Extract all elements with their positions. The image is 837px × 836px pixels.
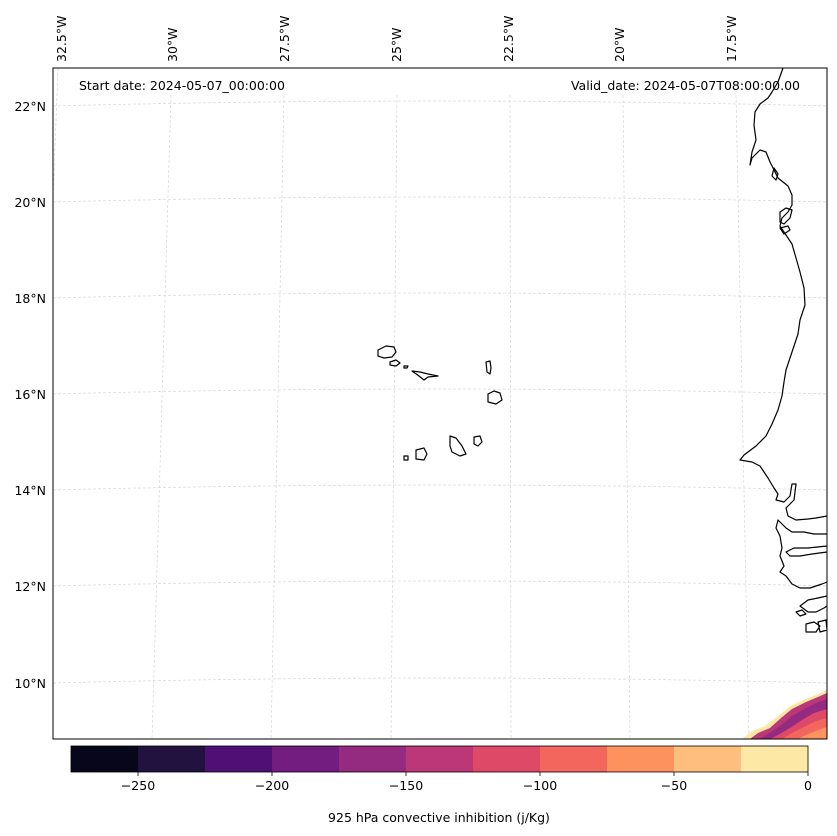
island-sal — [485, 360, 492, 375]
island-sao-vicente — [389, 359, 401, 367]
meridian-17-5w — [735, 94, 750, 740]
parallel-10n — [52, 677, 828, 684]
meridian-27-5w — [270, 94, 285, 740]
island-santa-luzia — [403, 365, 409, 369]
lat-label-18n: 18°N — [14, 291, 46, 306]
colorbar-bin — [741, 746, 809, 772]
lon-label-25w: 25°W — [389, 27, 404, 62]
colorbar-bin — [406, 746, 474, 772]
island-maio — [473, 435, 483, 447]
coastline-bird-islands — [779, 207, 793, 235]
coastlines — [739, 67, 828, 633]
cape-verde-islands — [377, 345, 503, 461]
lat-label-22n: 22°N — [14, 99, 46, 114]
map-panel — [52, 67, 828, 740]
meridian-32-5w — [52, 67, 59, 201]
colorbar-bin — [339, 746, 407, 772]
graticule — [52, 67, 828, 740]
meridian-22-5w — [509, 94, 512, 740]
meridian-20w — [622, 94, 631, 740]
colorbar-label: 925 hPa convective inhibition (j/Kg) — [328, 810, 550, 825]
lon-labels: 32.5°W 30°W 27.5°W 25°W 22.5°W 20°W 17.5… — [54, 16, 739, 62]
lon-label-20w: 20°W — [612, 27, 627, 62]
colorbar-bin — [540, 746, 608, 772]
colorbar-tick-label: 0 — [804, 778, 812, 793]
coastline-guinea — [799, 595, 828, 613]
coastline-gambia — [785, 545, 828, 557]
parallel-18n — [52, 292, 828, 299]
coastline-africa-south — [775, 519, 828, 589]
colorbar-ticks: −250 −200 −150 −100 −50 0 — [121, 772, 812, 793]
island-brava — [403, 455, 409, 461]
colorbar-bin — [272, 746, 340, 772]
meridian-30w — [151, 94, 172, 740]
island-santiago — [449, 435, 467, 457]
lat-labels: 22°N 20°N 18°N 16°N 14°N 12°N 10°N — [14, 99, 46, 691]
lon-label-22-5w: 22.5°W — [501, 16, 516, 62]
start-date-label: Start date: 2024-05-07_00:00:00 — [79, 78, 285, 93]
lat-label-16n: 16°N — [14, 387, 46, 402]
lon-label-27-5w: 27.5°W — [277, 16, 292, 62]
island-santo-antao — [377, 345, 397, 359]
lon-label-17-5w: 17.5°W — [724, 16, 739, 62]
island-fogo — [415, 447, 428, 461]
colorbar-tick-label: −250 — [121, 778, 155, 793]
coastline-bijagos — [795, 609, 807, 617]
parallel-20n — [52, 196, 828, 203]
colorbar-tick-label: −50 — [661, 778, 687, 793]
colorbar-bin — [607, 746, 675, 772]
lat-label-12n: 12°N — [14, 579, 46, 594]
island-boa-vista — [487, 390, 503, 405]
cin-contour-fill — [742, 690, 827, 739]
cin-band-5 — [798, 727, 827, 739]
colorbar-bin — [205, 746, 273, 772]
parallel-14n — [52, 484, 828, 491]
lat-label-10n: 10°N — [14, 676, 46, 691]
coastline-africa-north — [739, 67, 828, 521]
colorbar-bin — [473, 746, 541, 772]
colorbar: −250 −200 −150 −100 −50 0 925 hPa convective … — [70, 745, 812, 825]
coastline-cap-ras-nouadhibou — [771, 167, 779, 181]
map-border — [52, 67, 828, 740]
lon-label-30w: 30°W — [165, 27, 180, 62]
colorbar-bin — [71, 746, 139, 772]
island-sao-nicolau — [411, 370, 439, 381]
colorbar-tick-label: −100 — [523, 778, 557, 793]
lat-label-20n: 20°N — [14, 195, 46, 210]
colorbar-bins — [71, 746, 809, 772]
meridian-25w — [390, 94, 398, 740]
colorbar-tick-label: −150 — [389, 778, 423, 793]
parallel-16n — [52, 388, 828, 395]
parallel-12n — [52, 580, 828, 587]
valid-date-label: Valid_date: 2024-05-07T08:00:00.00 — [571, 78, 800, 93]
colorbar-bin — [138, 746, 206, 772]
lat-label-14n: 14°N — [14, 483, 46, 498]
colorbar-bin — [674, 746, 742, 772]
lon-label-32-5w: 32.5°W — [54, 16, 69, 62]
map-background — [53, 68, 827, 739]
colorbar-border — [70, 745, 809, 773]
parallel-22n — [52, 100, 828, 107]
colorbar-tick-label: −200 — [255, 778, 289, 793]
